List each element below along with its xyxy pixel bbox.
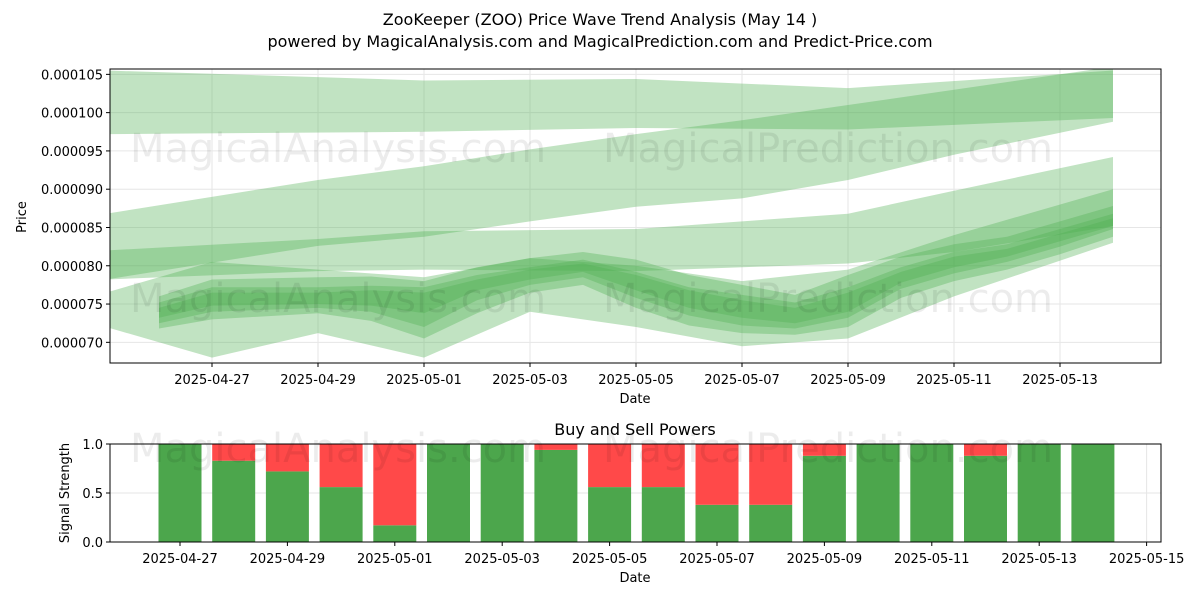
signal-y-axis: 0.0 0.5 1.0 — [82, 438, 110, 551]
watermark: MagicalPrediction.com — [603, 426, 1053, 472]
signal-x-tick-label: 2025-05-13 — [1001, 552, 1077, 567]
buy-bar — [964, 455, 1007, 542]
price-band — [159, 206, 1113, 339]
price-x-axis: 2025-04-27 2025-04-29 2025-05-01 2025-05-03… — [174, 363, 1098, 388]
price-band — [110, 70, 1113, 135]
price-x-tick-label: 2025-05-03 — [492, 373, 568, 388]
buy-bar — [427, 444, 470, 542]
price-y-tick-label: 0.000075 — [41, 298, 103, 313]
price-y-tick-label: 0.000095 — [41, 145, 103, 160]
signal-watermarks: MagicalAnalysis.com MagicalPrediction.co… — [130, 426, 1053, 472]
signal-y-axis-label: Signal Strength — [58, 443, 73, 543]
price-x-tick-label: 2025-05-13 — [1022, 373, 1098, 388]
watermark: MagicalAnalysis.com — [130, 276, 546, 322]
signal-x-tick-label: 2025-04-27 — [142, 552, 218, 567]
signal-chart-title: Buy and Sell Powers — [554, 420, 716, 439]
price-x-tick-label: 2025-05-07 — [704, 373, 780, 388]
buy-bar — [1071, 444, 1115, 542]
signal-x-axis: 2025-04-27 2025-04-29 2025-05-01 2025-05-03… — [142, 542, 1184, 567]
price-x-tick-label: 2025-05-09 — [810, 373, 886, 388]
signal-x-tick-label: 2025-05-15 — [1109, 552, 1185, 567]
signal-y-tick-label: 0.5 — [82, 487, 103, 502]
buy-bar — [588, 487, 632, 542]
signal-bars — [158, 444, 1115, 542]
buy-bar — [373, 525, 417, 542]
sell-bar — [802, 444, 846, 456]
sell-bar — [373, 444, 417, 526]
sell-bar — [695, 444, 739, 505]
price-x-tick-label: 2025-05-11 — [916, 373, 992, 388]
sell-bar — [641, 444, 685, 488]
price-x-tick-label: 2025-05-01 — [386, 373, 462, 388]
signal-chart: Buy and Sell Powers MagicalAnalysis.com … — [58, 420, 1184, 586]
sell-bar — [212, 444, 256, 461]
price-y-axis: 0.000070 0.000075 0.000080 0.000085 0.000090… — [41, 68, 110, 351]
price-y-tick-label: 0.000100 — [41, 107, 103, 122]
price-watermarks: MagicalAnalysis.com MagicalPrediction.co… — [130, 126, 1053, 322]
signal-x-tick-label: 2025-04-29 — [250, 552, 326, 567]
price-band — [159, 213, 1113, 329]
price-y-tick-label: 0.000085 — [41, 221, 103, 236]
chart-title: ZooKeeper (ZOO) Price Wave Trend Analysi… — [383, 10, 817, 29]
price-y-tick-label: 0.000090 — [41, 183, 103, 198]
chart-subtitle: powered by MagicalAnalysis.com and Magic… — [267, 32, 932, 51]
price-band — [110, 189, 1113, 358]
sell-bar — [749, 444, 793, 505]
price-bands — [110, 69, 1113, 358]
signal-y-tick-label: 1.0 — [82, 438, 103, 453]
buy-bar — [212, 460, 256, 542]
buy-bar — [534, 449, 578, 542]
sell-bar — [265, 444, 309, 472]
signal-x-tick-label: 2025-05-03 — [464, 552, 540, 567]
price-band — [159, 218, 1113, 324]
sell-bar — [588, 444, 632, 488]
buy-bar — [319, 487, 363, 542]
price-y-axis-label: Price — [15, 201, 30, 233]
buy-bar — [1017, 444, 1061, 542]
price-x-tick-label: 2025-05-05 — [598, 373, 674, 388]
watermark: MagicalPrediction.com — [603, 276, 1053, 322]
signal-x-tick-label: 2025-05-11 — [894, 552, 970, 567]
signal-x-tick-label: 2025-05-07 — [679, 552, 755, 567]
price-x-tick-label: 2025-04-29 — [280, 373, 356, 388]
sell-bar — [534, 444, 578, 450]
buy-bar — [856, 444, 900, 542]
watermark: MagicalAnalysis.com — [130, 126, 546, 172]
price-gridlines — [110, 69, 1161, 363]
buy-bar — [641, 487, 685, 542]
signal-y-tick-label: 0.0 — [82, 536, 103, 551]
buy-bar — [480, 444, 524, 542]
sell-bar — [964, 444, 1007, 456]
signal-x-axis-label: Date — [619, 571, 650, 586]
signal-x-tick-label: 2025-05-01 — [357, 552, 433, 567]
price-band — [110, 157, 1113, 280]
price-x-axis-label: Date — [619, 392, 650, 407]
price-y-tick-label: 0.000080 — [41, 260, 103, 275]
watermark: MagicalPrediction.com — [603, 126, 1053, 172]
buy-bar — [749, 504, 793, 542]
signal-x-tick-label: 2025-05-05 — [572, 552, 648, 567]
price-y-tick-label: 0.000105 — [41, 68, 103, 83]
buy-bar — [910, 444, 954, 542]
sell-bar — [319, 444, 363, 488]
buy-bar — [802, 455, 846, 542]
buy-bar — [158, 444, 202, 542]
buy-bar — [265, 471, 309, 542]
price-band — [110, 69, 1113, 279]
watermark: MagicalAnalysis.com — [130, 426, 546, 472]
price-x-tick-label: 2025-04-27 — [174, 373, 250, 388]
signal-x-tick-label: 2025-05-09 — [787, 552, 863, 567]
price-y-tick-label: 0.000070 — [41, 336, 103, 351]
buy-bar — [695, 504, 739, 542]
price-chart: MagicalAnalysis.com MagicalPrediction.co… — [15, 68, 1162, 407]
